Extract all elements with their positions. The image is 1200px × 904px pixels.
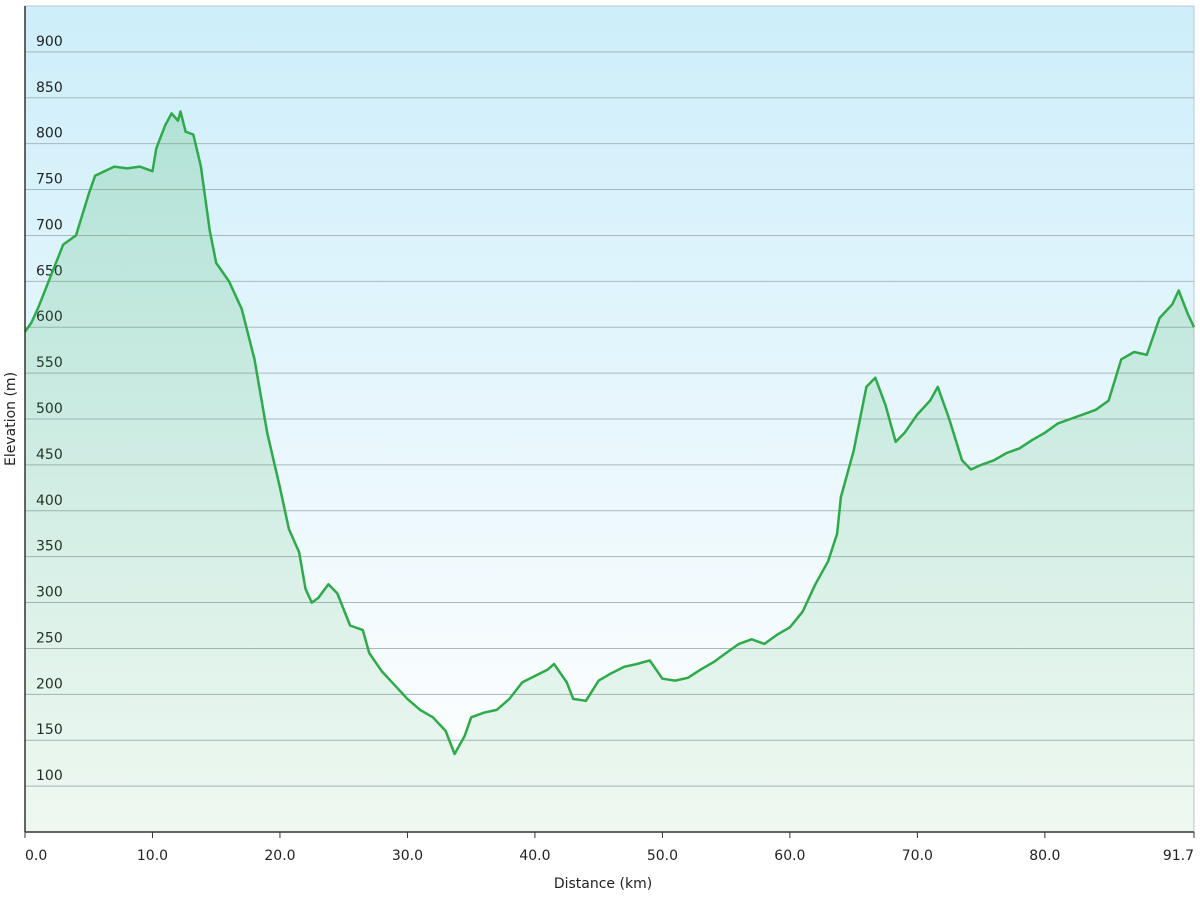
- y-tick-label: 850: [36, 80, 63, 96]
- y-tick-label: 900: [36, 34, 63, 50]
- y-tick-label: 800: [36, 126, 63, 142]
- x-tick-label: 20.0: [264, 848, 295, 864]
- x-tick-label: 80.0: [1029, 848, 1060, 864]
- x-tick-label: 10.0: [137, 848, 168, 864]
- x-tick-label: 0.0: [25, 848, 47, 864]
- x-tick-label: 60.0: [774, 848, 805, 864]
- x-tick-label: 40.0: [519, 848, 550, 864]
- x-tick-label: 30.0: [392, 848, 423, 864]
- elevation-line: [23, 110, 1196, 756]
- y-axis-label: Elevation (m): [3, 372, 19, 466]
- x-tick-label: 70.0: [902, 848, 933, 864]
- x-tick-label: 50.0: [647, 848, 678, 864]
- x-tick-label: 91.7: [1163, 848, 1194, 864]
- area-fill: [25, 111, 1194, 832]
- y-tick-label: 700: [36, 217, 63, 233]
- y-tick-label: 750: [36, 172, 63, 188]
- x-axis-label: Distance (km): [554, 876, 652, 892]
